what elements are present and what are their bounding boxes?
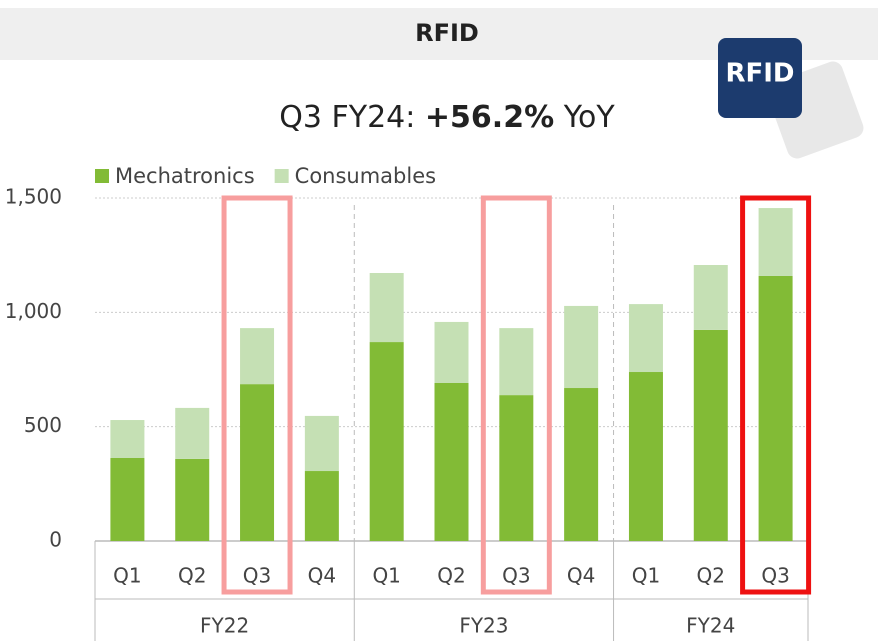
- bar-segment: [564, 388, 599, 541]
- x-tick-label: Q4: [308, 564, 336, 588]
- bar-segment: [240, 328, 275, 385]
- bar-segment: [628, 304, 663, 373]
- y-tick-label: 1,500: [5, 185, 62, 209]
- bar-segment: [693, 329, 728, 541]
- group-label: FY22: [200, 614, 249, 638]
- x-tick-label: Q1: [372, 564, 400, 588]
- subtitle-highlight: +56.2%: [425, 100, 554, 135]
- group-label: FY23: [459, 614, 508, 638]
- x-tick-label: Q4: [567, 564, 595, 588]
- bar-segment: [304, 415, 339, 472]
- bar-segment: [564, 305, 599, 389]
- bar-segment: [499, 328, 534, 396]
- x-tick-label: Q2: [178, 564, 206, 588]
- x-tick-label: Q2: [437, 564, 465, 588]
- bar-segment: [304, 471, 339, 541]
- logo-badge: [718, 38, 802, 118]
- logo-text: RFID: [725, 59, 794, 89]
- legend-label: Consumables: [295, 164, 436, 188]
- subtitle: Q3 FY24: +56.2% YoY: [279, 100, 615, 135]
- bar-segment: [369, 342, 404, 541]
- legend-label: Mechatronics: [115, 164, 255, 188]
- bar-segment: [693, 264, 728, 330]
- bar-segment: [175, 458, 210, 541]
- logo: RFID: [718, 38, 864, 159]
- bar-segment: [434, 321, 469, 383]
- bar-segment: [434, 382, 469, 541]
- subtitle-suffix: YoY: [563, 100, 616, 135]
- bar-segment: [628, 372, 663, 541]
- bar-segment: [369, 273, 404, 343]
- highlight-box: [480, 195, 552, 595]
- group-label: FY24: [686, 614, 735, 638]
- bar-segment: [240, 384, 275, 541]
- bar-segment: [499, 395, 534, 541]
- subtitle-prefix: Q3 FY24:: [279, 100, 415, 135]
- y-tick-label: 1,000: [5, 299, 62, 323]
- bar-segment: [758, 275, 793, 541]
- x-tick-label: Q2: [697, 564, 725, 588]
- legend-swatch: [95, 169, 109, 183]
- bar-segment: [110, 457, 145, 541]
- bar-segment: [758, 208, 793, 276]
- y-tick-label: 0: [49, 528, 62, 552]
- bar-segment: [110, 420, 145, 458]
- x-tick-label: Q3: [502, 564, 530, 588]
- highlight-box: [221, 195, 293, 595]
- x-tick-label: Q1: [632, 564, 660, 588]
- chart-title: RFID: [415, 19, 479, 47]
- y-tick-label: 500: [24, 413, 62, 437]
- x-tick-label: Q3: [243, 564, 271, 588]
- bar-segment: [175, 407, 210, 459]
- x-tick-label: Q1: [113, 564, 141, 588]
- x-tick-label: Q3: [761, 564, 789, 588]
- legend-swatch: [274, 169, 289, 183]
- highlight-box: [740, 195, 812, 595]
